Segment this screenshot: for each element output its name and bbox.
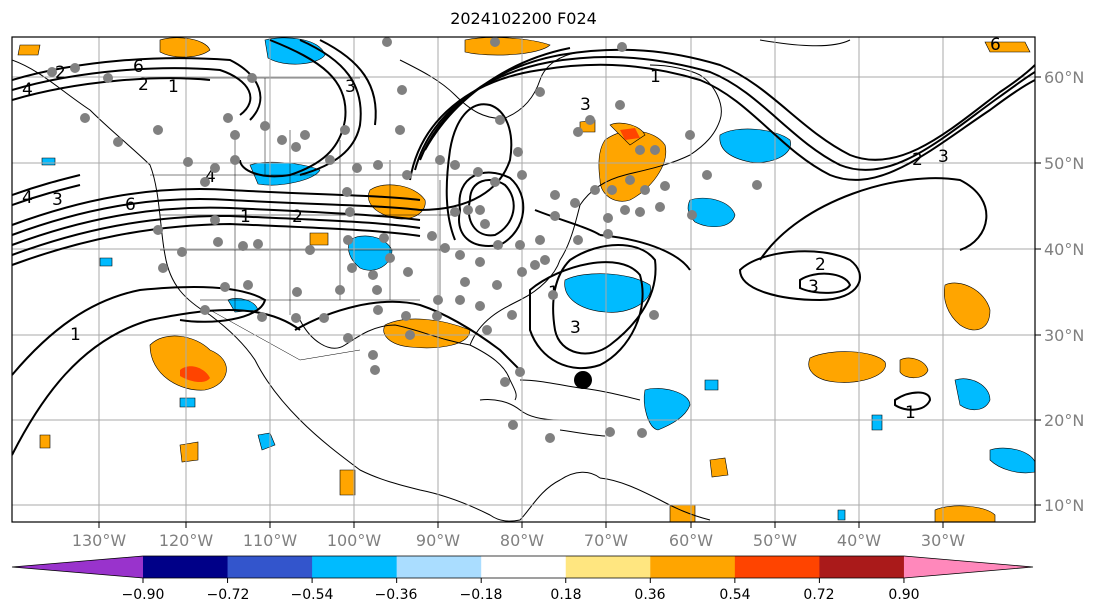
svg-text:−0.36: −0.36: [375, 587, 418, 603]
svg-text:1: 1: [70, 325, 81, 345]
contour-lines: [12, 39, 1035, 456]
colorbar-extend-high: [903, 556, 1033, 578]
svg-text:3: 3: [808, 277, 819, 297]
svg-text:40°W: 40°W: [837, 531, 881, 550]
svg-text:80°W: 80°W: [500, 531, 544, 550]
svg-text:3: 3: [52, 190, 63, 210]
colorbar-labels: −0.90 −0.72 −0.54 −0.36 −0.18 0.18 0.36 …: [122, 587, 920, 603]
svg-text:70°W: 70°W: [584, 531, 628, 550]
graticule: [12, 37, 1035, 522]
axis-ticks: [98, 76, 1041, 528]
longitude-labels: 130°W 120°W 110°W 100°W 90°W 80°W 70°W 6…: [72, 531, 965, 550]
svg-text:3: 3: [345, 77, 356, 97]
svg-text:1: 1: [650, 67, 661, 87]
svg-text:−0.72: −0.72: [207, 587, 250, 603]
svg-text:90°W: 90°W: [416, 531, 460, 550]
svg-text:60°W: 60°W: [669, 531, 713, 550]
svg-text:1: 1: [905, 403, 916, 423]
colorbar-extend-low: [12, 556, 143, 578]
svg-text:50°W: 50°W: [753, 531, 797, 550]
svg-text:120°W: 120°W: [159, 531, 214, 550]
svg-text:2: 2: [815, 255, 826, 275]
svg-text:−0.18: −0.18: [460, 587, 503, 603]
anomaly-shading: [17, 37, 1035, 522]
svg-text:2: 2: [912, 150, 923, 170]
colorbar-segment: [143, 556, 229, 578]
svg-text:2: 2: [138, 75, 149, 95]
map-title: 2024102200 F024: [450, 9, 597, 28]
map-area: [12, 37, 1035, 522]
svg-text:3: 3: [938, 147, 949, 167]
colorbar-segment: [565, 556, 651, 578]
svg-text:4: 4: [22, 80, 33, 100]
svg-text:30°W: 30°W: [921, 531, 965, 550]
colorbar-segment: [481, 556, 567, 578]
svg-text:1: 1: [240, 207, 251, 227]
colorbar-segment: [650, 556, 736, 578]
svg-text:6: 6: [125, 195, 136, 215]
colorbar-segment: [734, 556, 820, 578]
svg-text:4: 4: [22, 188, 33, 208]
svg-text:100°W: 100°W: [327, 531, 382, 550]
map-frame: [11, 36, 1036, 523]
svg-text:0.18: 0.18: [550, 587, 581, 603]
svg-text:130°W: 130°W: [72, 531, 127, 550]
svg-text:20°N: 20°N: [1044, 411, 1084, 430]
colorbar: [11, 555, 1034, 583]
colorbar-segment: [312, 556, 398, 578]
svg-text:110°W: 110°W: [243, 531, 298, 550]
svg-text:0.54: 0.54: [719, 587, 750, 603]
svg-text:0.72: 0.72: [803, 587, 834, 603]
svg-text:2: 2: [55, 63, 66, 83]
svg-text:0.36: 0.36: [634, 587, 665, 603]
svg-text:60°N: 60°N: [1044, 68, 1084, 87]
colorbar-segment: [396, 556, 482, 578]
svg-text:50°N: 50°N: [1044, 154, 1084, 173]
svg-text:6: 6: [133, 57, 144, 77]
svg-text:40°N: 40°N: [1044, 240, 1084, 259]
svg-text:3: 3: [570, 318, 581, 338]
svg-text:6: 6: [990, 35, 1001, 55]
svg-text:30°N: 30°N: [1044, 326, 1084, 345]
svg-text:10°N: 10°N: [1044, 496, 1084, 515]
svg-text:4: 4: [205, 167, 216, 187]
svg-text:1: 1: [168, 77, 179, 97]
svg-text:−0.54: −0.54: [291, 587, 334, 603]
svg-text:2: 2: [292, 207, 303, 227]
svg-text:3: 3: [580, 95, 591, 115]
colorbar-segment: [227, 556, 313, 578]
latitude-labels: 60°N 50°N 40°N 30°N 20°N 10°N: [1044, 68, 1084, 515]
storm-center-marker: [574, 371, 592, 389]
svg-text:0.90: 0.90: [888, 587, 919, 603]
svg-text:−0.90: −0.90: [122, 587, 165, 603]
colorbar-segment: [819, 556, 905, 578]
observation-dots: [47, 37, 762, 443]
